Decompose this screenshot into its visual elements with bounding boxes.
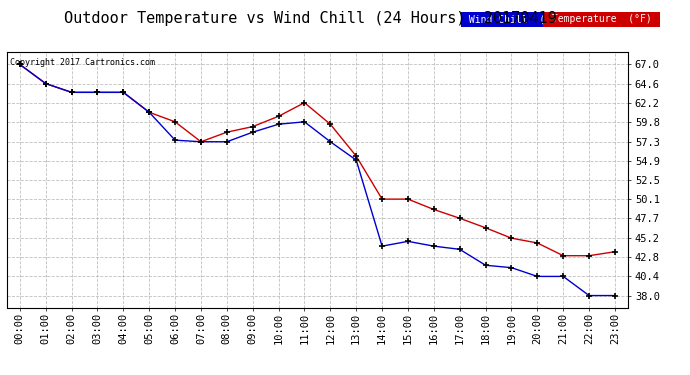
Text: Outdoor Temperature vs Wind Chill (24 Hours)  20170419: Outdoor Temperature vs Wind Chill (24 Ho… (64, 11, 557, 26)
Text: Temperature  (°F): Temperature (°F) (546, 14, 658, 24)
Text: Copyright 2017 Cartronics.com: Copyright 2017 Cartronics.com (10, 58, 155, 67)
Text: Wind Chill  (°F): Wind Chill (°F) (464, 14, 569, 24)
